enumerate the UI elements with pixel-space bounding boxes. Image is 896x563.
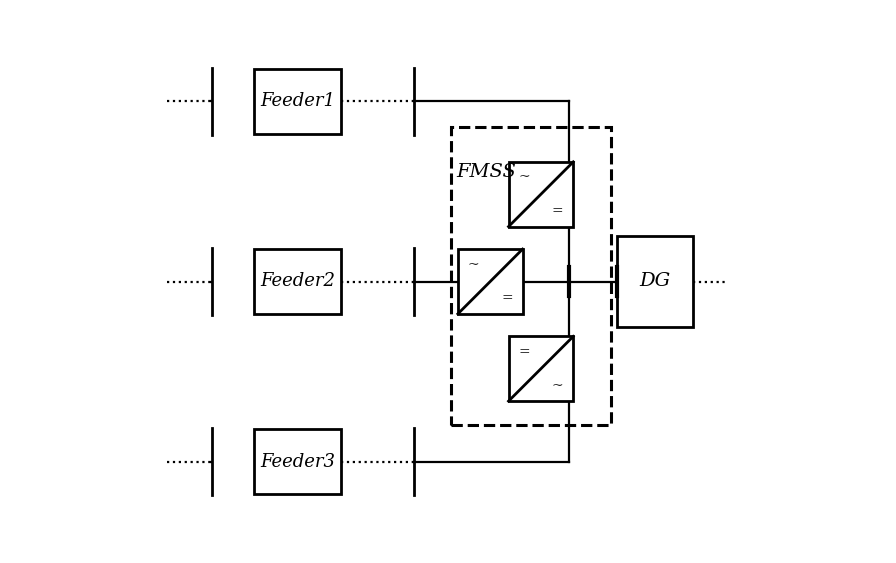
Bar: [254, 249, 341, 314]
Text: =: =: [501, 291, 513, 305]
Bar: [509, 162, 573, 226]
Text: Feeder1: Feeder1: [260, 92, 335, 110]
Bar: [254, 69, 341, 134]
Text: Feeder3: Feeder3: [260, 453, 335, 471]
Bar: [254, 430, 341, 494]
Text: =: =: [552, 204, 564, 218]
Text: ~: ~: [468, 258, 479, 272]
Bar: [617, 236, 693, 327]
Bar: [458, 249, 522, 314]
Text: DG: DG: [639, 272, 670, 291]
Text: Feeder2: Feeder2: [260, 272, 335, 291]
Text: FMSS: FMSS: [456, 163, 516, 181]
Text: ~: ~: [552, 378, 564, 392]
Text: =: =: [518, 345, 530, 359]
Bar: [451, 127, 611, 425]
Text: ~: ~: [518, 171, 530, 185]
Bar: [509, 337, 573, 401]
